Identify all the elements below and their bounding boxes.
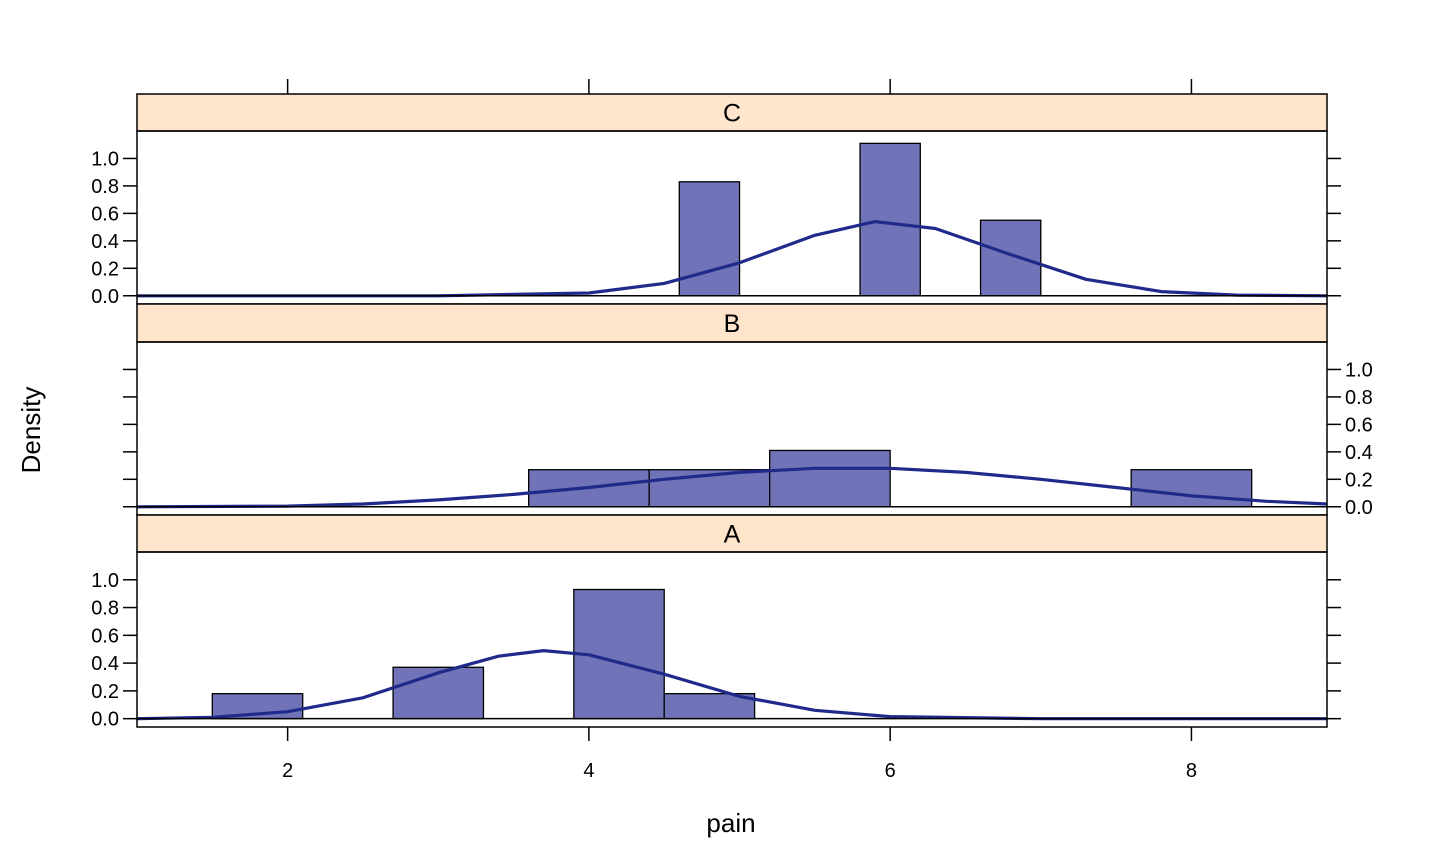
y-tick-label: 0.8 bbox=[91, 598, 119, 620]
y-tick-label: 1.0 bbox=[91, 570, 119, 592]
strip-label-b: B bbox=[724, 310, 741, 338]
bar-c-2 bbox=[979, 219, 1042, 297]
y-tick-label: 0.4 bbox=[91, 653, 119, 675]
panel-b: B 0.0 0.2 0.4 0.6 0.8 1.0 bbox=[123, 303, 1373, 519]
panel-c: C 0.0 0.2 0.4 0.6 0.8 1.0 bbox=[91, 79, 1341, 308]
y-tick-label: 0.6 bbox=[1345, 414, 1373, 436]
strip-label-c: C bbox=[723, 100, 741, 128]
x-axis-label: pain bbox=[706, 808, 755, 838]
y-tick-label: 0.0 bbox=[1345, 497, 1373, 519]
x-tick-label: 6 bbox=[885, 760, 896, 782]
bar-c-1 bbox=[859, 142, 921, 297]
bar-a-1 bbox=[392, 666, 485, 720]
panels-group: C 0.0 0.2 0.4 0.6 0.8 1.0 B 0.0 0.2 0.4 0.6 0.8 1.0 A 0… bbox=[91, 79, 1373, 782]
y-tick-label: 0.2 bbox=[91, 258, 119, 280]
y-tick-label: 0.4 bbox=[91, 231, 119, 253]
panel-frame-a bbox=[136, 551, 1328, 728]
density-curve-b bbox=[136, 466, 1328, 509]
panel-a: A 0.0 0.2 0.4 0.6 0.8 1.0 2 4 6 8 bbox=[91, 514, 1341, 782]
y-axis-label: Density bbox=[16, 387, 46, 474]
y-tick-label: 0.0 bbox=[91, 709, 119, 731]
y-tick-label: 0.2 bbox=[91, 681, 119, 703]
y-tick-label: 0.8 bbox=[1345, 387, 1373, 409]
x-tick-label: 8 bbox=[1186, 760, 1197, 782]
x-tick-label: 4 bbox=[583, 760, 594, 782]
y-tick-label: 1.0 bbox=[1345, 359, 1373, 381]
y-tick-label: 1.0 bbox=[91, 148, 119, 170]
y-tick-label: 0.6 bbox=[91, 625, 119, 647]
y-tick-label: 0.4 bbox=[1345, 442, 1373, 464]
bar-b-2 bbox=[769, 449, 891, 508]
bar-c-0 bbox=[678, 181, 741, 297]
bar-b-3 bbox=[1130, 469, 1253, 508]
strip-b bbox=[136, 303, 1328, 343]
y-tick-label: 0.2 bbox=[1345, 469, 1373, 491]
strip-label-a: A bbox=[724, 521, 741, 549]
density-curve-a bbox=[136, 648, 1327, 721]
y-tick-label: 0.6 bbox=[91, 203, 119, 225]
y-tick-label: 0.8 bbox=[91, 176, 119, 198]
strip-c bbox=[136, 93, 1328, 132]
y-tick-label: 0.0 bbox=[91, 286, 119, 308]
density-curve-c bbox=[137, 220, 1328, 298]
x-tick-label: 2 bbox=[282, 760, 293, 782]
